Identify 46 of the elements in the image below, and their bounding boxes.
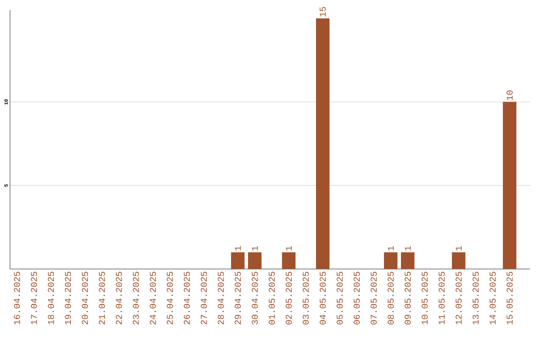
data-label: 1 [286, 246, 292, 250]
x-tick-label: 12.05.2025 [456, 272, 462, 324]
bar [316, 18, 330, 269]
x-tick-label: 10.05.2025 [422, 272, 428, 324]
data-label: 1 [252, 246, 258, 250]
x-tick-label: 14.05.2025 [490, 272, 496, 324]
x-tick-label: 07.05.2025 [370, 272, 377, 324]
bar [248, 252, 262, 269]
x-tick-label: 24.04.2025 [150, 272, 156, 324]
x-tick-label: 17.04.2025 [30, 272, 38, 324]
data-label: 15 [320, 6, 326, 17]
data-label: 1 [404, 246, 411, 250]
x-tick-label: 22.04.2025 [116, 272, 122, 324]
x-tick-label: 02.05.2025 [286, 272, 292, 324]
x-tick-label: 05.05.2025 [336, 272, 343, 324]
data-label: 10 [506, 90, 513, 100]
x-tick-label: 08.05.2025 [388, 272, 394, 324]
x-tick-label: 23.04.2025 [132, 272, 139, 324]
x-tick-label: 15.05.2025 [506, 272, 513, 324]
data-label: 1 [388, 246, 394, 250]
data-label: 1 [234, 246, 241, 250]
x-tick-label: 01.05.2025 [268, 272, 275, 324]
x-tick-label: 28.04.2025 [218, 272, 224, 324]
x-tick-label: 26.04.2025 [184, 272, 190, 324]
x-tick-label: 19.04.2025 [64, 272, 71, 324]
x-tick-label: 21.04.2025 [98, 272, 105, 324]
x-tick-label: 25.04.2025 [166, 272, 173, 324]
bar [452, 252, 466, 269]
data-label: 1 [456, 246, 462, 250]
x-tick-label: 04.05.2025 [320, 272, 326, 324]
x-tick-label: 06.05.2025 [354, 272, 360, 324]
x-tick-label: 27.04.2025 [200, 272, 207, 324]
x-tick-label: 20.04.2025 [82, 272, 88, 324]
bar [231, 252, 245, 269]
x-tick-label: 29.04.2025 [234, 272, 241, 324]
bar [384, 252, 398, 269]
bar [282, 252, 296, 269]
x-tick-label: 16.04.2025 [14, 272, 20, 324]
x-tick-label: 13.05.2025 [472, 272, 479, 324]
x-tick-label: 03.05.2025 [302, 272, 309, 324]
bar [400, 252, 414, 269]
x-tick-label: 18.04.2025 [48, 272, 54, 324]
x-tick-label: 30.04.2025 [252, 272, 258, 324]
bar [502, 102, 516, 269]
x-tick-label: 11.05.2025 [438, 272, 445, 324]
x-tick-label: 09.05.2025 [404, 272, 411, 324]
